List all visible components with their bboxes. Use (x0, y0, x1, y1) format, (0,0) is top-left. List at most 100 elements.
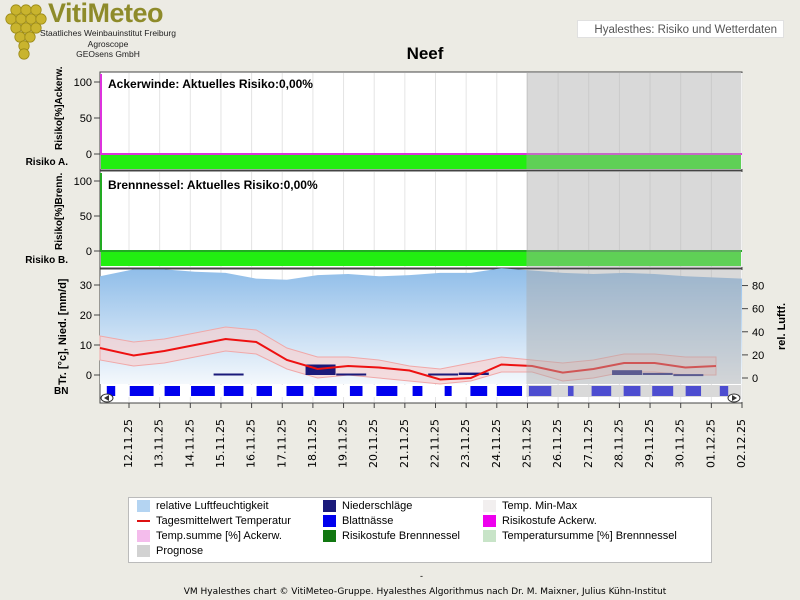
blattnaesse-bar (685, 386, 702, 396)
ackerwinde-ylabel: Risiko[%]Ackerw. (54, 66, 65, 150)
prognose-overlay (526, 73, 741, 170)
ackerwinde-tick-label: 100 (74, 77, 92, 89)
blattnaesse-bar (106, 386, 116, 396)
risiko-a-label: Risiko A. (26, 157, 69, 168)
x-tick-label: 26.11.25 (551, 419, 564, 468)
humidity-tick-label: 40 (752, 327, 764, 339)
brennnessel-tick-label: 0 (86, 246, 92, 258)
legend-label: Temp.summe [%] Ackerw. (156, 530, 282, 542)
x-tick-label: 01.12.25 (704, 419, 717, 468)
blattnaesse-bar (223, 386, 244, 396)
logo-line-1: Staatliches Weinbauinstitut Freiburg (40, 28, 176, 38)
legend-swatch (137, 520, 150, 522)
x-tick-label: 12.11.25 (122, 419, 135, 468)
blattnaesse-bar (623, 386, 641, 396)
legend-swatch (323, 530, 336, 542)
legend-item: Tagesmittelwert Temperatur (137, 515, 291, 527)
precipitation-bar (213, 373, 244, 376)
blattnaesse-bar (567, 386, 574, 396)
legend-swatch (137, 500, 150, 512)
grapes-logo-icon (5, 4, 47, 60)
legend-label: Blattnässe (342, 515, 394, 527)
weather-ylabel-right: rel. Luftf. (776, 303, 788, 350)
precipitation-bar (612, 370, 643, 375)
prognose-overlay (526, 270, 741, 384)
precipitation-bar (428, 373, 459, 376)
mean-temperature-line (99, 337, 717, 381)
x-tick-label: 20.11.25 (367, 419, 380, 468)
brennnessel-risk-label: Brennnessel: Aktuelles Risiko:0,00% (108, 178, 318, 192)
legend-label: Temperatursumme [%] Brennnessel (502, 530, 677, 542)
x-tick-label: 19.11.25 (337, 419, 350, 468)
legend-swatch (137, 545, 150, 557)
scroll-right-arrow-icon[interactable] (727, 393, 741, 403)
x-tick-label: 02.12.25 (735, 419, 748, 468)
x-tick-label: 30.11.25 (674, 419, 687, 468)
legend-label: Tagesmittelwert Temperatur (156, 515, 291, 527)
legend-label: Risikostufe Brennnessel (342, 530, 461, 542)
blattnaesse-bar (191, 386, 215, 396)
chart-legend: relative Luftfeuchtigkeit Niederschläge Te… (128, 497, 712, 563)
x-tick-label: 22.11.25 (429, 419, 442, 468)
blattnaesse-bar (349, 386, 363, 396)
chart-title: Neef (406, 44, 444, 63)
legend-item: Temperatursumme [%] Brennnessel (483, 530, 677, 542)
humidity-tick-label: 20 (752, 350, 764, 362)
legend-item: Risikostufe Brennnessel (323, 530, 460, 542)
grape-dot (30, 22, 42, 34)
bn-label: BN (54, 386, 68, 397)
humidity-tick-label: 80 (752, 281, 764, 293)
logo-line-3: GEOsens GmbH (76, 49, 140, 59)
legend-item: Temp.summe [%] Ackerw. (137, 530, 282, 542)
blattnaesse-bar (496, 386, 523, 396)
grape-dot (30, 4, 42, 16)
legend-label: Niederschläge (342, 500, 413, 512)
blattnaesse-bar (591, 386, 612, 396)
grape-dot (24, 31, 36, 43)
grape-dot (35, 13, 47, 25)
footer-dash: - (420, 571, 423, 581)
legend-swatch (137, 530, 150, 542)
precipitation-bar (642, 372, 673, 375)
humidity-tick-label: 60 (752, 304, 764, 316)
x-tick-label: 24.11.25 (490, 419, 503, 468)
x-tick-label: 27.11.25 (582, 419, 595, 468)
x-tick-label: 15.11.25 (214, 419, 227, 468)
blattnaesse-bar (412, 386, 423, 396)
prognose-overlay (526, 172, 741, 268)
legend-item: Risikostufe Ackerw. (483, 515, 597, 527)
weather-ylabel-left: Tr. [°c], Nied. [mm/d] (57, 278, 69, 385)
legend-item: Temp. Min-Max (483, 500, 577, 512)
blattnaesse-bar (314, 386, 337, 396)
precipitation-bar (458, 372, 489, 375)
brennnessel-tick-label: 100 (74, 176, 92, 188)
legend-item: relative Luftfeuchtigkeit (137, 500, 269, 512)
blattnaesse-bar (286, 386, 304, 396)
ackerwinde-risk-label: Ackerwinde: Aktuelles Risiko:0,00% (108, 77, 313, 91)
temp-tick-label: 30 (80, 280, 92, 292)
ackerwinde-tick-label: 0 (86, 149, 92, 161)
legend-label: Temp. Min-Max (502, 500, 578, 512)
footer-credit: VM Hyalesthes chart © VitiMeteo-Gruppe. … (183, 587, 667, 597)
x-tick-label: 28.11.25 (612, 419, 625, 468)
legend-swatch (483, 500, 496, 512)
precipitation-bar (336, 373, 367, 376)
prognose-overlay (526, 385, 741, 397)
grape-dot (18, 48, 30, 60)
legend-swatch (323, 500, 336, 512)
legend-swatch (483, 530, 496, 542)
blattnaesse-bar (652, 386, 674, 396)
blattnaesse-bar (256, 386, 272, 396)
precipitation-bar (673, 374, 704, 377)
scroll-left-arrow-icon[interactable] (100, 393, 114, 403)
blattnaesse-bar (164, 386, 180, 396)
legend-swatch (483, 515, 496, 527)
blattnaesse-bar (444, 386, 452, 396)
temp-tick-label: 20 (80, 310, 92, 322)
x-tick-label: 25.11.25 (520, 419, 533, 468)
risiko-b-label: Risiko B. (25, 255, 68, 266)
ackerwinde-tick-label: 50 (80, 113, 92, 125)
x-tick-label: 23.11.25 (459, 419, 472, 468)
temp-tick-label: 0 (86, 370, 92, 382)
